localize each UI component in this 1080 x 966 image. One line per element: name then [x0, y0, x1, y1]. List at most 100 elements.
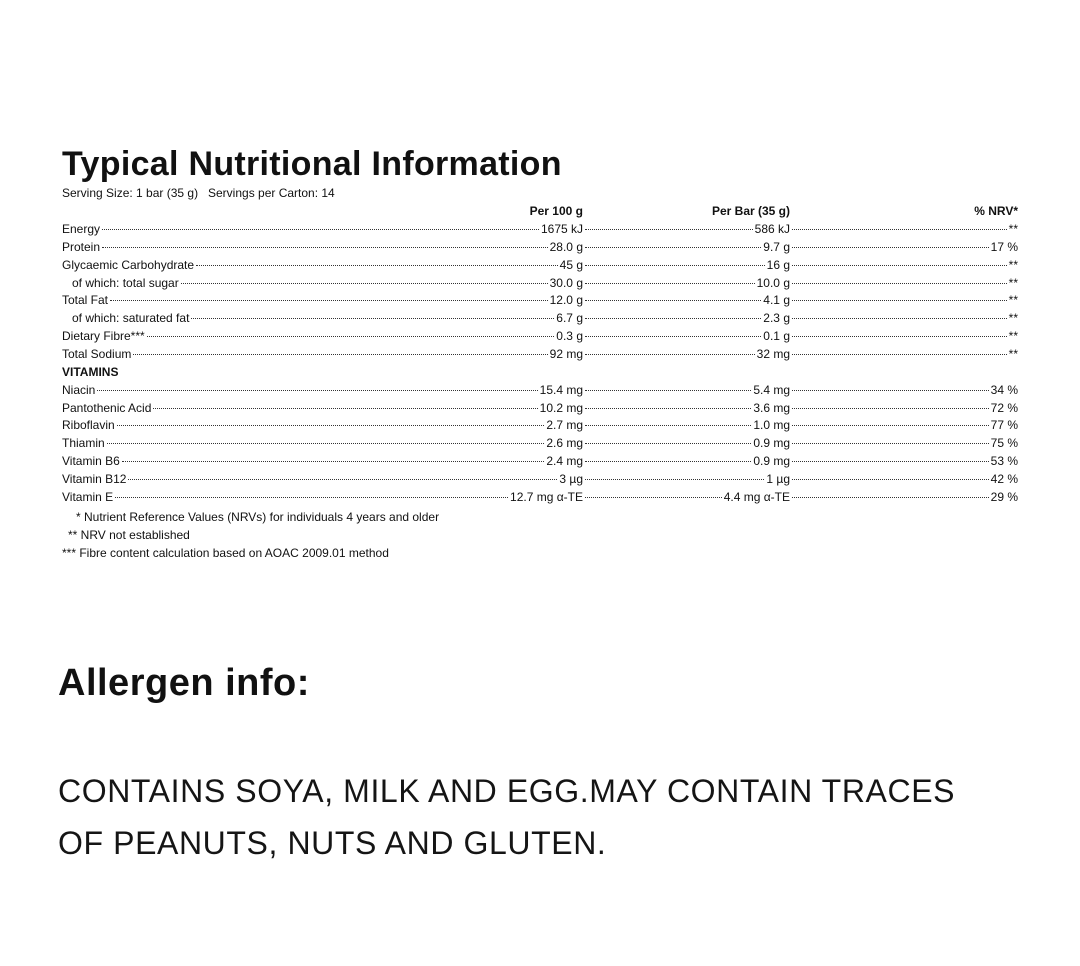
cell-group: Glycaemic Carbohydrate 45 g: [62, 258, 583, 274]
serving-size: Serving Size: 1 bar (35 g): [62, 186, 199, 200]
cell-group: 0.1 g: [583, 329, 790, 345]
per-100g: 15.4 mg: [539, 382, 583, 397]
cell-group: Energy 1675 kJ: [62, 222, 583, 238]
leader: [792, 461, 989, 463]
nrv: **: [1008, 222, 1018, 236]
nutrient-name: Pantothenic Acid: [62, 400, 152, 415]
cell-group: Vitamin B6 2.4 mg: [62, 454, 583, 470]
cell-group: of which: saturated fat 6.7 g: [72, 311, 583, 327]
servings-per-carton: Servings per Carton: 14: [208, 186, 335, 200]
nrv: 77 %: [990, 418, 1018, 433]
section-heading: VITAMINS: [62, 364, 119, 379]
leader: [792, 336, 1007, 338]
table-row: Total Fat 12.0 g 4.1 g **: [62, 293, 1018, 309]
leader: [585, 229, 753, 230]
leader: [116, 425, 545, 427]
table-row: Vitamin B12 3 µg 1 µg 42 %: [62, 472, 1018, 488]
cell-group: **: [790, 347, 1018, 363]
cell-group: **: [790, 293, 1018, 309]
nutrient-name: Vitamin E: [62, 489, 114, 504]
nutrient-name: Vitamin B6: [62, 454, 120, 469]
leader: [133, 353, 548, 355]
nrv: 17 %: [990, 239, 1018, 254]
cell-group: 0.9 mg: [583, 454, 790, 470]
cell-group: 4.1 g: [583, 293, 790, 309]
leader: [585, 425, 752, 427]
table-row: Pantothenic Acid 10.2 mg 3.6 mg 72 %: [62, 401, 1018, 417]
cell-group: 10.0 g: [583, 276, 790, 292]
nutrient-name: Niacin: [62, 382, 96, 397]
table-row: Energy 1675 kJ 586 kJ **: [62, 222, 1018, 238]
leader: [792, 282, 1007, 284]
cell-group: Vitamin E 12.7 mg α-TE: [62, 490, 583, 506]
table-row: Total Sodium 92 mg 32 mg **: [62, 347, 1018, 363]
nutrient-name: Vitamin B12: [62, 471, 127, 486]
per-bar: 4.4 mg α-TE: [723, 489, 790, 504]
leader: [792, 353, 1007, 355]
per-100g: 28.0 g: [549, 239, 583, 254]
cell-group: 53 %: [790, 454, 1018, 470]
leader: [792, 407, 989, 409]
per-bar: 3.6 mg: [753, 400, 790, 415]
table-row: Dietary Fibre*** 0.3 g 0.1 g **: [62, 329, 1018, 345]
nutrient-name: Total Fat: [62, 293, 109, 308]
per-bar: 32 mg: [756, 346, 790, 361]
table-row: of which: total sugar 30.0 g 10.0 g **: [62, 276, 1018, 292]
cell-group: Riboflavin 2.7 mg: [62, 418, 583, 434]
table-row: Vitamin B6 2.4 mg 0.9 mg 53 %: [62, 454, 1018, 470]
nrv: 72 %: [990, 400, 1018, 415]
leader: [146, 336, 555, 338]
leader: [585, 443, 752, 445]
leader: [585, 246, 762, 248]
allergen-line: OF PEANUTS, NUTS AND GLUTEN.: [58, 825, 607, 861]
leader: [97, 389, 538, 391]
column-header: % NRV*: [974, 204, 1018, 218]
table-row: Thiamin 2.6 mg 0.9 mg 75 %: [62, 436, 1018, 452]
footnote: * Nutrient Reference Values (NRVs) for i…: [76, 510, 440, 524]
cell-group: 42 %: [790, 472, 1018, 488]
cell-group: 1.0 mg: [583, 418, 790, 434]
per-100g: 2.4 mg: [546, 454, 583, 469]
leader: [196, 264, 558, 266]
nrv: 53 %: [990, 454, 1018, 469]
leader: [792, 496, 989, 498]
title: Typical Nutritional Information: [62, 145, 562, 183]
leader: [792, 478, 989, 480]
table-row: Niacin 15.4 mg 5.4 mg 34 %: [62, 383, 1018, 399]
nrv: **: [1008, 329, 1018, 344]
cell-group: Protein 28.0 g: [62, 240, 583, 256]
nutrient-name: Riboflavin: [62, 418, 115, 433]
cell-group: Vitamin B12 3 µg: [62, 472, 583, 488]
per-bar: 5.4 mg: [753, 382, 790, 397]
cell-group: **: [790, 276, 1018, 292]
cell-group: 1 µg: [583, 472, 790, 488]
cell-group: Niacin 15.4 mg: [62, 383, 583, 399]
footnote: ** NRV not established: [68, 528, 190, 542]
leader: [585, 478, 765, 480]
per-100g: 3 µg: [559, 471, 583, 486]
per-100g: 2.6 mg: [546, 436, 583, 451]
leader: [792, 389, 989, 391]
per-100g: 10.2 mg: [539, 400, 583, 415]
per-bar: 1 µg: [766, 471, 790, 486]
nrv: **: [1008, 293, 1018, 308]
leader: [102, 229, 539, 230]
nrv: 34 %: [990, 382, 1018, 397]
cell-group: **: [790, 329, 1018, 345]
nrv: 29 %: [990, 489, 1018, 504]
per-100g: 45 g: [559, 257, 583, 272]
cell-group: 17 %: [790, 240, 1018, 256]
cell-group: 586 kJ: [583, 222, 790, 238]
per-100g: 12.7 mg α-TE: [510, 489, 583, 504]
nrv: 42 %: [990, 471, 1018, 486]
leader: [115, 496, 509, 498]
per-bar: 586 kJ: [754, 222, 790, 236]
leader: [180, 282, 548, 284]
per-bar: 1.0 mg: [753, 418, 790, 433]
per-100g: 1675 kJ: [540, 222, 583, 236]
leader: [585, 318, 762, 320]
nrv: 75 %: [990, 436, 1018, 451]
leader: [128, 478, 558, 480]
per-bar: 4.1 g: [763, 293, 790, 308]
